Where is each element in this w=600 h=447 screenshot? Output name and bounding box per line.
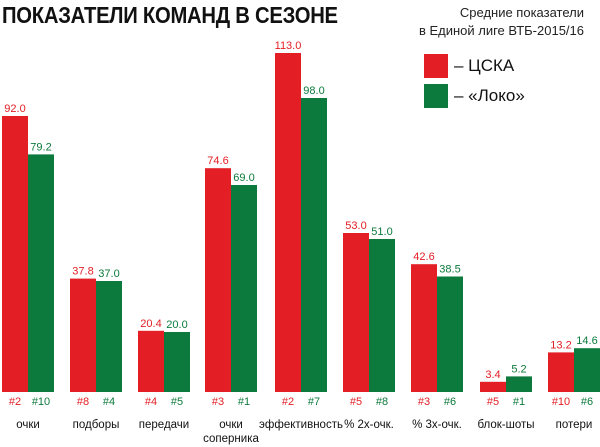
rank-label: #7 xyxy=(308,396,320,408)
category-label: % 3х-очк. xyxy=(412,419,462,431)
category-label: % 2х-очк. xyxy=(344,419,394,431)
bar-value-label: 37.0 xyxy=(98,268,119,280)
category-label: подборы xyxy=(73,419,120,431)
category-label: блок-шоты xyxy=(477,419,534,431)
rank-label: #5 xyxy=(171,396,183,408)
chart-subtitle: Средние показатели в Единой лиге ВТБ-201… xyxy=(419,4,584,40)
rank-label: #8 xyxy=(77,396,89,408)
bar-value-label: 38.5 xyxy=(439,264,460,276)
bar-cska xyxy=(343,233,369,392)
category-label: соперника xyxy=(203,433,259,445)
subtitle-line-1: Средние показатели xyxy=(459,5,584,20)
bar-value-label: 79.2 xyxy=(30,141,51,153)
bar-loko xyxy=(231,185,257,392)
category-label: очки xyxy=(219,419,243,431)
bar-cska xyxy=(205,168,231,392)
rank-label: #4 xyxy=(103,396,115,408)
legend-swatch-cska xyxy=(424,53,448,78)
rank-label: #4 xyxy=(145,396,157,408)
legend: – ЦСКА – «Локо» xyxy=(424,52,525,112)
rank-label: #2 xyxy=(9,396,21,408)
bar-value-label: 53.0 xyxy=(345,220,366,232)
bar-value-label: 113.0 xyxy=(275,40,302,52)
bar-cska xyxy=(275,53,301,392)
bar-value-label: 98.0 xyxy=(303,85,324,97)
rank-label: #5 xyxy=(350,396,362,408)
bar-value-label: 42.6 xyxy=(413,251,434,263)
category-label: потери xyxy=(556,419,593,431)
rank-label: #8 xyxy=(376,396,388,408)
bar-loko xyxy=(506,376,532,392)
bar-value-label: 14.6 xyxy=(576,335,597,347)
bar-loko xyxy=(164,332,190,392)
bar-loko xyxy=(96,281,122,392)
bar-cska xyxy=(70,278,96,392)
bar-value-label: 20.4 xyxy=(140,318,161,330)
bar-value-label: 74.6 xyxy=(207,155,228,167)
bar-loko xyxy=(369,239,395,392)
legend-item-cska: – ЦСКА xyxy=(424,52,525,79)
legend-item-loko: – «Локо» xyxy=(424,82,525,109)
bar-loko xyxy=(437,276,463,392)
bar-cska xyxy=(480,381,506,392)
bar-value-label: 51.0 xyxy=(371,226,392,238)
bar-value-label: 69.0 xyxy=(233,172,254,184)
chart-title: ПОКАЗАТЕЛИ КОМАНД В СЕЗОНЕ xyxy=(2,2,338,28)
bar-value-label: 3.4 xyxy=(485,369,500,381)
category-label: передачи xyxy=(139,419,189,431)
bar-cska xyxy=(411,264,437,392)
subtitle-line-2: в Единой лиге ВТБ-2015/16 xyxy=(418,23,584,38)
rank-label: #10 xyxy=(32,396,50,408)
bar-value-label: 13.2 xyxy=(550,339,571,351)
rank-label: #5 xyxy=(487,396,499,408)
rank-label: #2 xyxy=(282,396,294,408)
category-label: эффективность xyxy=(259,419,343,431)
bar-cska xyxy=(2,116,28,392)
bar-value-label: 20.0 xyxy=(166,319,187,331)
rank-label: #3 xyxy=(212,396,224,408)
rank-label: #3 xyxy=(418,396,430,408)
rank-label: #6 xyxy=(581,396,593,408)
legend-label-loko: – «Локо» xyxy=(454,85,525,105)
category-label: очки xyxy=(16,419,40,431)
rank-label: #10 xyxy=(552,396,570,408)
rank-label: #1 xyxy=(238,396,250,408)
legend-swatch-loko xyxy=(424,83,448,108)
bar-value-label: 92.0 xyxy=(4,103,25,115)
legend-label-cska: – ЦСКА xyxy=(454,55,515,75)
bar-value-label: 5.2 xyxy=(511,363,526,375)
bar-loko xyxy=(574,348,600,392)
bar-cska xyxy=(548,352,574,392)
bar-value-label: 37.8 xyxy=(72,266,93,278)
bar-loko xyxy=(301,98,327,392)
bar-cska xyxy=(138,330,164,392)
rank-label: #6 xyxy=(444,396,456,408)
rank-label: #1 xyxy=(513,396,525,408)
bar-loko xyxy=(28,154,54,392)
